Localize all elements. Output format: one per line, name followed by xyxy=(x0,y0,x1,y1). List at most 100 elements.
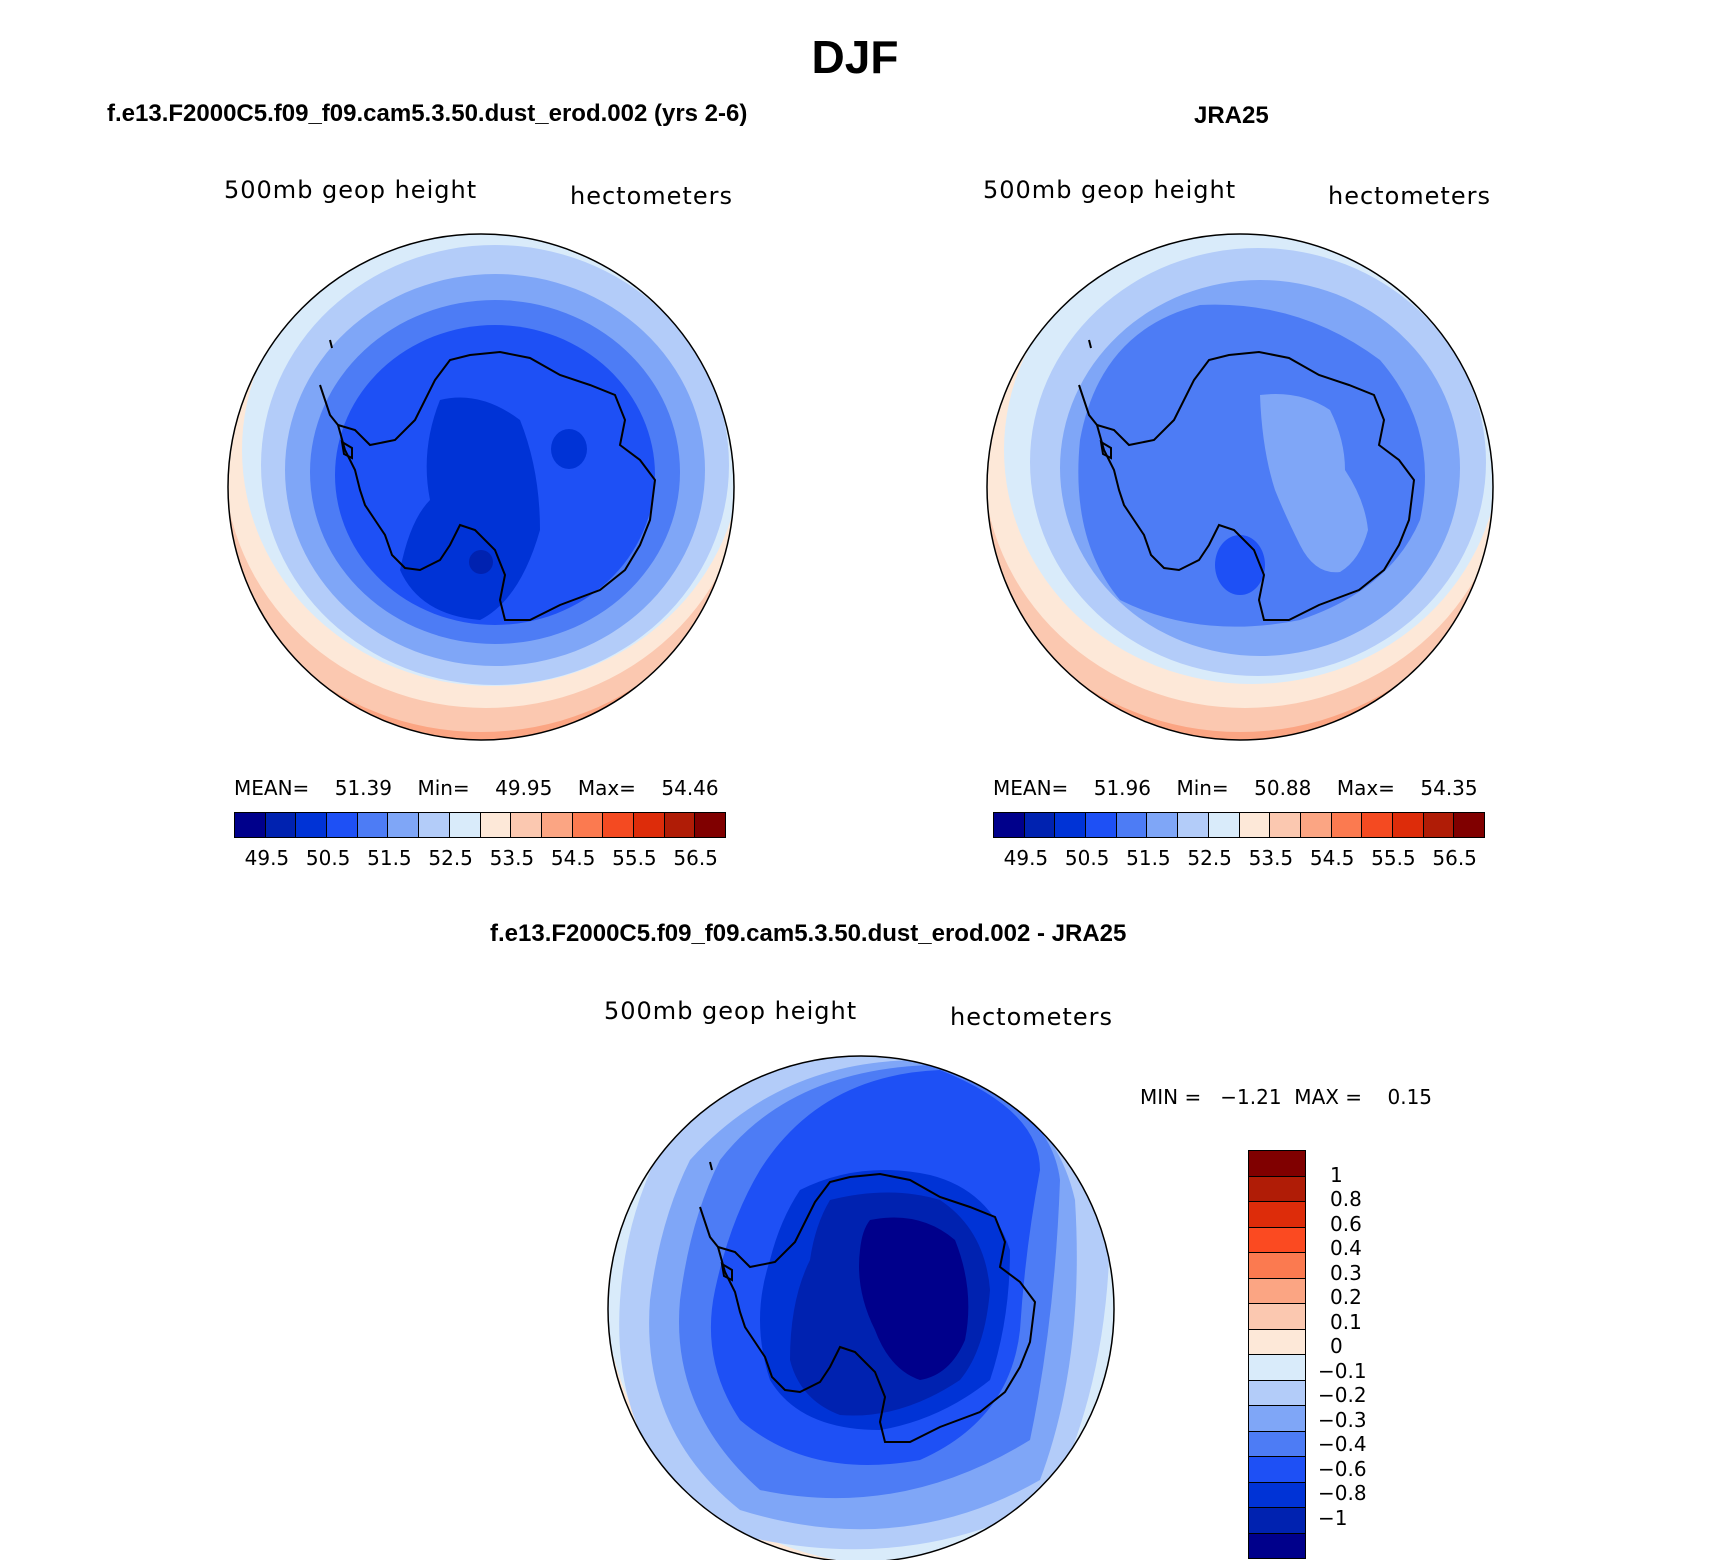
panel-model-map-border xyxy=(227,233,735,741)
panel-obs-colorbar-box-1 xyxy=(1024,813,1056,837)
panel-diff-colorbar-box-4 xyxy=(1249,1253,1305,1279)
panel-model-colorbar-box-2 xyxy=(296,813,328,837)
panel-obs-colorbar-box-3 xyxy=(1086,813,1117,837)
panel-obs-colorbar-box-2 xyxy=(1055,813,1087,837)
panel-diff-colorbar-tick-label: 0.8 xyxy=(1330,1187,1362,1211)
panel-diff-units-label: hectometers xyxy=(950,1003,1113,1031)
panel-model-mean-value: 51.39 xyxy=(334,776,392,800)
panel-diff-colorbar-tick-label: 0.2 xyxy=(1330,1285,1362,1309)
panel-diff-map-border xyxy=(607,1055,1115,1560)
panel-obs-colorbar-tick-label: 53.5 xyxy=(1248,846,1294,870)
panel-model-colorbar-box-13 xyxy=(633,813,665,837)
panel-obs-antarctica-coastline xyxy=(1078,339,1416,621)
panel-model-colorbar-tick-label: 51.5 xyxy=(367,846,412,870)
panel-diff-colorbar-box-9 xyxy=(1249,1380,1305,1406)
panel-model-colorbar-ticks: 49.5 50.5 51.5 52.5 53.5 54.5 55.5 56.5 xyxy=(234,846,724,870)
panel-obs-colorbar-box-0 xyxy=(994,813,1025,837)
panel-obs-colorbar-tick-label: 51.5 xyxy=(1126,846,1171,870)
panel-model-colorbar-box-3 xyxy=(327,813,358,837)
panel-obs-colorbar-box-10 xyxy=(1300,813,1332,837)
panel-model-stats: MEAN= 51.39 Min= 49.95 Max= 54.46 xyxy=(234,776,719,800)
panel-diff-colorbar-box-14 xyxy=(1249,1508,1305,1534)
figure-title: DJF xyxy=(811,31,899,83)
panel-diff-contour-fill xyxy=(608,1056,1114,1560)
panel-model-min-value: 49.95 xyxy=(495,776,553,800)
panel-diff-colorbar-box-8 xyxy=(1249,1355,1305,1381)
panel-obs-mean-value: 51.96 xyxy=(1093,776,1151,800)
panel-diff-colorbar-tick-label: −0.2 xyxy=(1318,1383,1367,1407)
panel-diff-colorbar-tick-label: 0.1 xyxy=(1330,1309,1362,1334)
panel-obs-colorbar-tick-label: 55.5 xyxy=(1371,846,1416,870)
panel-obs-colorbar-ticks: 49.5 50.5 51.5 52.5 53.5 54.5 55.5 56.5 xyxy=(993,846,1483,870)
panel-obs-colorbar-box-9 xyxy=(1270,813,1301,837)
panel-model-colorbar-box-11 xyxy=(572,813,604,837)
panel-diff-colorbar-tick-label: −0.1 xyxy=(1318,1358,1367,1383)
panel-diff-colorbar-box-6 xyxy=(1249,1304,1305,1330)
panel-obs-colorbar-box-13 xyxy=(1392,813,1424,837)
panel-model-mean-label: MEAN= xyxy=(234,776,310,800)
panel-diff-colorbar-tick-label: 0.4 xyxy=(1330,1236,1362,1260)
panel-obs-contour-fill xyxy=(987,234,1493,740)
panel-obs-colorbar-box-4 xyxy=(1116,813,1148,837)
panel-diff-colorbar-tick-label: 0.3 xyxy=(1330,1260,1362,1285)
panel-obs-max-value: 54.35 xyxy=(1420,776,1478,800)
panel-obs-colorbar-box-15 xyxy=(1454,813,1484,837)
panel-diff-antarctica-coastline xyxy=(699,1161,1037,1443)
panel-model-colorbar-box-4 xyxy=(357,813,389,837)
panel-obs-units-label: hectometers xyxy=(1328,182,1491,210)
panel-model-colorbar-tick-label: 56.5 xyxy=(673,846,718,870)
panel-model-colorbar-box-10 xyxy=(541,813,573,837)
panel-diff-colorbar-ticks: 1 0.8 0.6 0.4 0.3 0.2 0.1 0 −0.1 −0.2 −0.3 −0.4 −0.6… xyxy=(1318,1150,1398,1542)
panel-model-antarctica-coastline xyxy=(319,339,657,621)
panel-obs-colorbar-tick-label: 54.5 xyxy=(1309,846,1355,870)
panel-diff-colorbar-tick-label: −1 xyxy=(1318,1505,1348,1530)
panel-obs-colorbar-box-8 xyxy=(1239,813,1271,837)
panel-model-colorbar-box-0 xyxy=(235,813,266,837)
panel-obs-variable-label: 500mb geop height xyxy=(983,176,1237,204)
panel-obs-title: JRA25 xyxy=(1194,102,1269,129)
panel-model-colorbar-box-15 xyxy=(695,813,725,837)
panel-obs-colorbar xyxy=(993,812,1485,838)
panel-obs-map-border xyxy=(986,233,1494,741)
panel-obs-min-label: Min= xyxy=(1176,776,1229,800)
panel-model-contour-fill xyxy=(228,234,734,740)
panel-model-max-value: 54.46 xyxy=(661,776,719,800)
panel-model-colorbar-tick-label: 49.5 xyxy=(244,846,290,870)
panel-diff-colorbar-tick-label: 0.6 xyxy=(1330,1211,1362,1236)
panel-model-title: f.e13.F2000C5.f09_f09.cam5.3.50.dust_ero… xyxy=(107,100,748,127)
panel-diff-colorbar-tick-label: −0.6 xyxy=(1318,1456,1367,1481)
panel-model-colorbar-tick-label: 50.5 xyxy=(305,846,351,870)
panel-model-min-label: Min= xyxy=(417,776,470,800)
panel-diff-colorbar-tick-label: 0 xyxy=(1330,1334,1343,1358)
panel-obs-mean-label: MEAN= xyxy=(993,776,1069,800)
panel-model-colorbar-box-6 xyxy=(419,813,450,837)
panel-diff-colorbar-tick-label: −0.4 xyxy=(1318,1432,1367,1456)
panel-model-colorbar-box-12 xyxy=(603,813,634,837)
panel-obs-colorbar-box-7 xyxy=(1208,813,1240,837)
panel-model-colorbar-box-14 xyxy=(664,813,696,837)
panel-diff-colorbar-box-3 xyxy=(1249,1227,1305,1253)
panel-obs-colorbar-box-11 xyxy=(1331,813,1363,837)
panel-model-colorbar-tick-label: 53.5 xyxy=(489,846,535,870)
panel-obs-colorbar-tick-label: 56.5 xyxy=(1432,846,1477,870)
panel-model-colorbar-box-7 xyxy=(449,813,481,837)
panel-model-max-label: Max= xyxy=(577,776,636,800)
panel-diff-colorbar-tick-label: −0.8 xyxy=(1318,1481,1367,1505)
panel-model-colorbar-box-5 xyxy=(388,813,420,837)
panel-obs-max-label: Max= xyxy=(1336,776,1395,800)
panel-diff-colorbar-box-5 xyxy=(1249,1278,1305,1304)
panel-obs-colorbar-box-14 xyxy=(1423,813,1455,837)
panel-diff-colorbar-box-2 xyxy=(1249,1202,1305,1228)
panel-obs-stats: MEAN= 51.96 Min= 50.88 Max= 54.35 xyxy=(993,776,1478,800)
panel-diff-min-max: MIN = −1.21 MAX = 0.15 xyxy=(1140,1085,1433,1109)
panel-model-colorbar-tick-label: 52.5 xyxy=(428,846,473,870)
panel-model-colorbar-box-8 xyxy=(480,813,512,837)
panel-obs-colorbar-box-12 xyxy=(1362,813,1393,837)
panel-diff-colorbar-box-1 xyxy=(1249,1176,1305,1202)
panel-diff-title: f.e13.F2000C5.f09_f09.cam5.3.50.dust_ero… xyxy=(490,920,1127,947)
panel-obs-colorbar-tick-label: 50.5 xyxy=(1064,846,1110,870)
panel-diff-colorbar-box-7 xyxy=(1249,1329,1305,1355)
